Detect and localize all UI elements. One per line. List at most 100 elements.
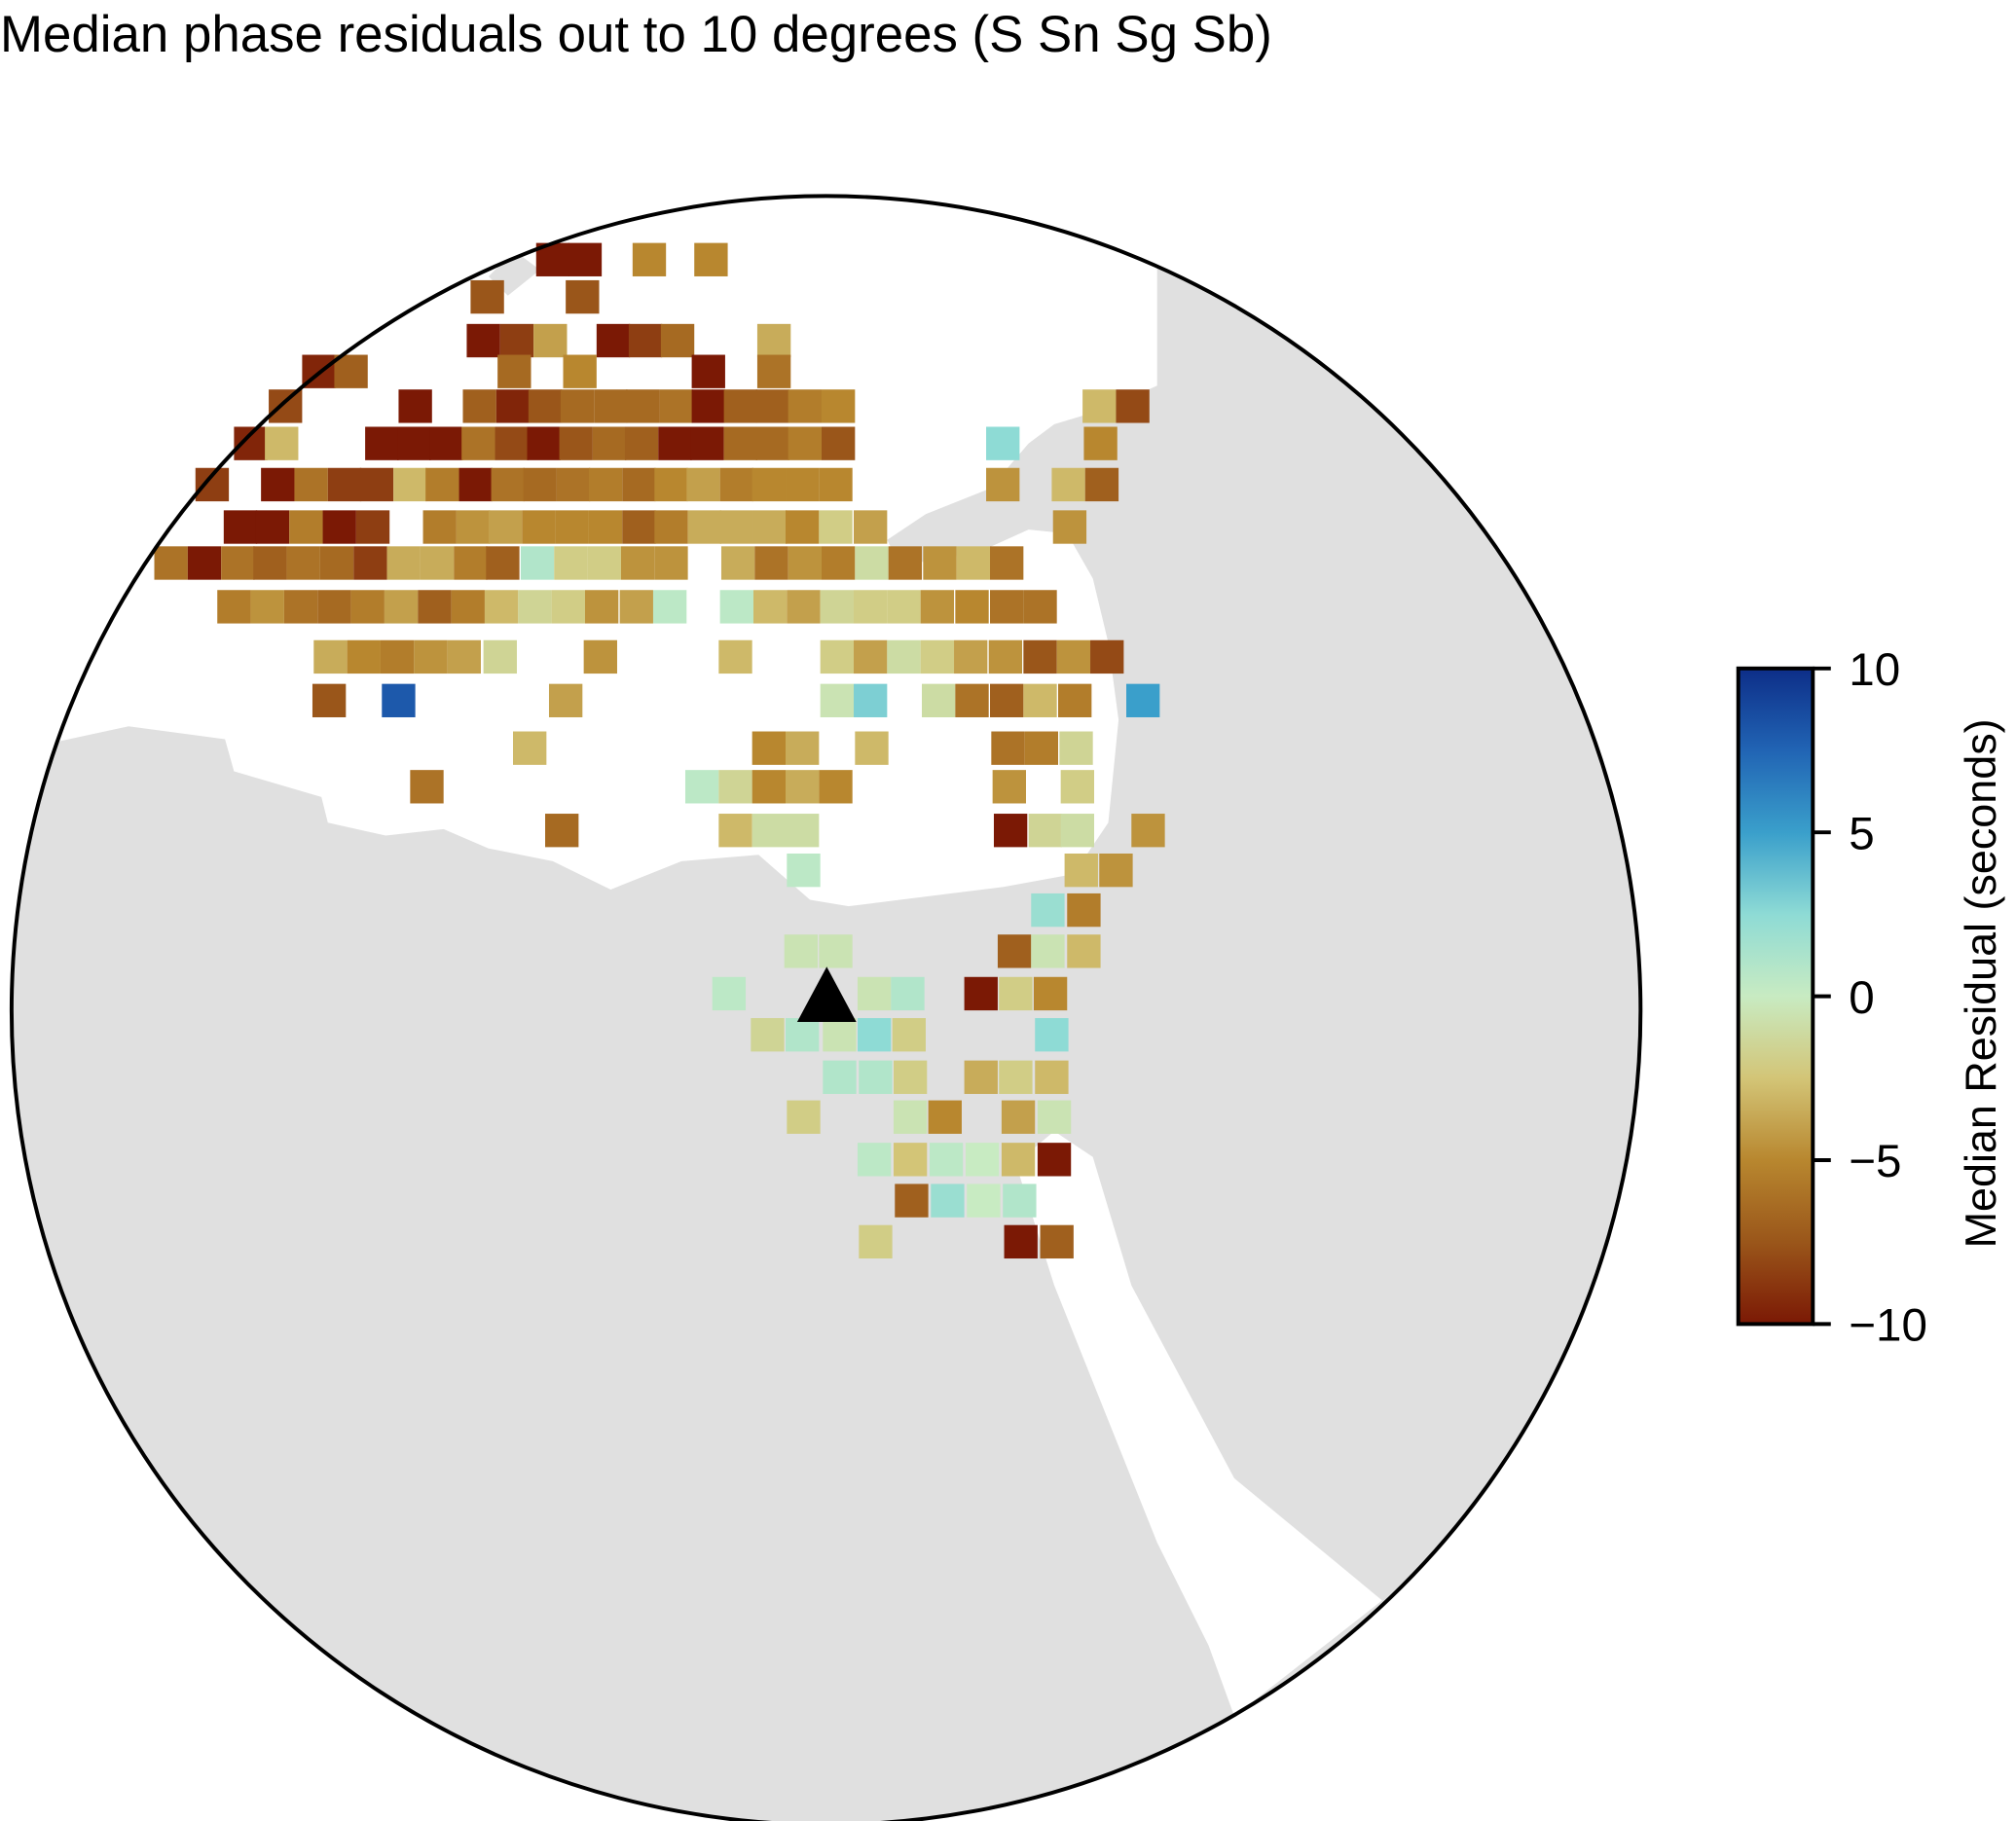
residual-cell — [154, 546, 188, 580]
residual-cell — [414, 639, 448, 674]
residual-cell — [920, 590, 955, 624]
residual-cell — [992, 770, 1026, 804]
residual-cell — [718, 770, 752, 804]
residual-cell — [451, 590, 485, 624]
residual-cell — [523, 467, 557, 502]
residual-cell — [289, 510, 323, 544]
residual-cell — [1023, 590, 1057, 624]
residual-cell — [652, 590, 687, 624]
residual-cell — [1060, 814, 1094, 848]
residual-cell — [322, 510, 356, 544]
residual-cell — [269, 389, 303, 423]
residual-cell — [1126, 683, 1160, 717]
residual-cell — [568, 242, 603, 276]
residual-cell — [819, 510, 853, 544]
residual-cell — [255, 510, 290, 544]
residual-cell — [187, 546, 222, 580]
residual-cell — [1035, 1060, 1069, 1094]
residual-cell — [429, 426, 463, 460]
residual-cell — [787, 590, 821, 624]
residual-cell — [784, 934, 819, 968]
residual-cell — [1024, 731, 1059, 765]
residual-cell — [751, 814, 787, 848]
residual-cell — [1031, 934, 1065, 968]
residual-cell — [720, 546, 755, 580]
residual-cell — [1059, 731, 1093, 765]
residual-cell — [787, 1100, 821, 1134]
residual-cell — [755, 389, 789, 423]
residual-cell — [551, 590, 585, 624]
residual-cell — [854, 683, 888, 717]
residual-cell — [555, 510, 589, 544]
residual-cell — [622, 510, 656, 544]
residual-cell — [626, 389, 660, 423]
residual-cell — [893, 1060, 928, 1094]
residual-cell — [518, 590, 552, 624]
residual-cell — [334, 354, 368, 388]
residual-cell — [997, 934, 1032, 968]
residual-cell — [888, 546, 923, 580]
residual-cell — [1067, 892, 1101, 928]
residual-cell — [691, 354, 725, 388]
residual-cell — [217, 590, 251, 624]
residual-cell — [398, 389, 432, 423]
residual-cell — [425, 467, 459, 502]
residual-cell — [1056, 639, 1091, 674]
residual-cell — [787, 853, 821, 888]
residual-cell — [384, 590, 419, 624]
residual-cell — [823, 1060, 857, 1094]
colorbar — [1736, 666, 1815, 1327]
residual-cell — [350, 590, 385, 624]
residual-cell — [719, 590, 753, 624]
residual-cell — [887, 590, 921, 624]
residual-cell — [488, 510, 523, 544]
residual-cell — [1084, 467, 1119, 502]
residual-cell — [596, 323, 631, 358]
residual-cell — [986, 467, 1020, 502]
residual-cell — [719, 467, 753, 502]
residual-cell — [923, 546, 957, 580]
colorbar-tick-label: −5 — [1849, 1136, 1901, 1187]
colorbar-tick-label: 0 — [1849, 972, 1874, 1024]
residual-cell — [751, 770, 787, 804]
residual-cell — [854, 510, 888, 544]
residual-cell — [628, 323, 663, 358]
residual-cell — [1001, 1143, 1036, 1177]
residual-cell — [495, 426, 529, 460]
residual-cell — [470, 279, 504, 314]
residual-cell — [483, 639, 517, 674]
residual-cell — [654, 546, 688, 580]
residual-cell — [1058, 683, 1092, 717]
residual-cell — [788, 426, 822, 460]
residual-cell — [495, 389, 531, 423]
residual-cell — [931, 1184, 965, 1218]
residual-cell — [420, 546, 455, 580]
residual-cell — [632, 242, 667, 276]
residual-cell — [718, 814, 752, 848]
residual-cell — [319, 546, 354, 580]
residual-cell — [854, 590, 888, 624]
residual-cell — [857, 976, 892, 1011]
residual-cell — [497, 354, 531, 388]
residual-cell — [619, 590, 653, 624]
residual-cell — [819, 934, 853, 968]
residual-cell — [751, 1018, 785, 1052]
residual-cell — [895, 1184, 929, 1218]
residual-cell — [584, 590, 619, 624]
residual-cell — [486, 546, 520, 580]
residual-cell — [1067, 934, 1101, 968]
residual-cell — [1060, 770, 1094, 804]
residual-cell — [327, 467, 362, 502]
residual-cell — [690, 426, 724, 460]
residual-cell — [1001, 1100, 1036, 1134]
residual-cell — [566, 279, 600, 314]
residual-cell — [1116, 389, 1150, 423]
residual-cell — [893, 1100, 928, 1134]
residual-cell — [466, 323, 500, 358]
residual-cell — [393, 467, 427, 502]
colorbar-tick-label: −10 — [1849, 1300, 1927, 1352]
residual-cell — [786, 770, 820, 804]
residual-cell — [253, 546, 287, 580]
residual-cell — [991, 731, 1025, 765]
residual-cell — [250, 590, 284, 624]
